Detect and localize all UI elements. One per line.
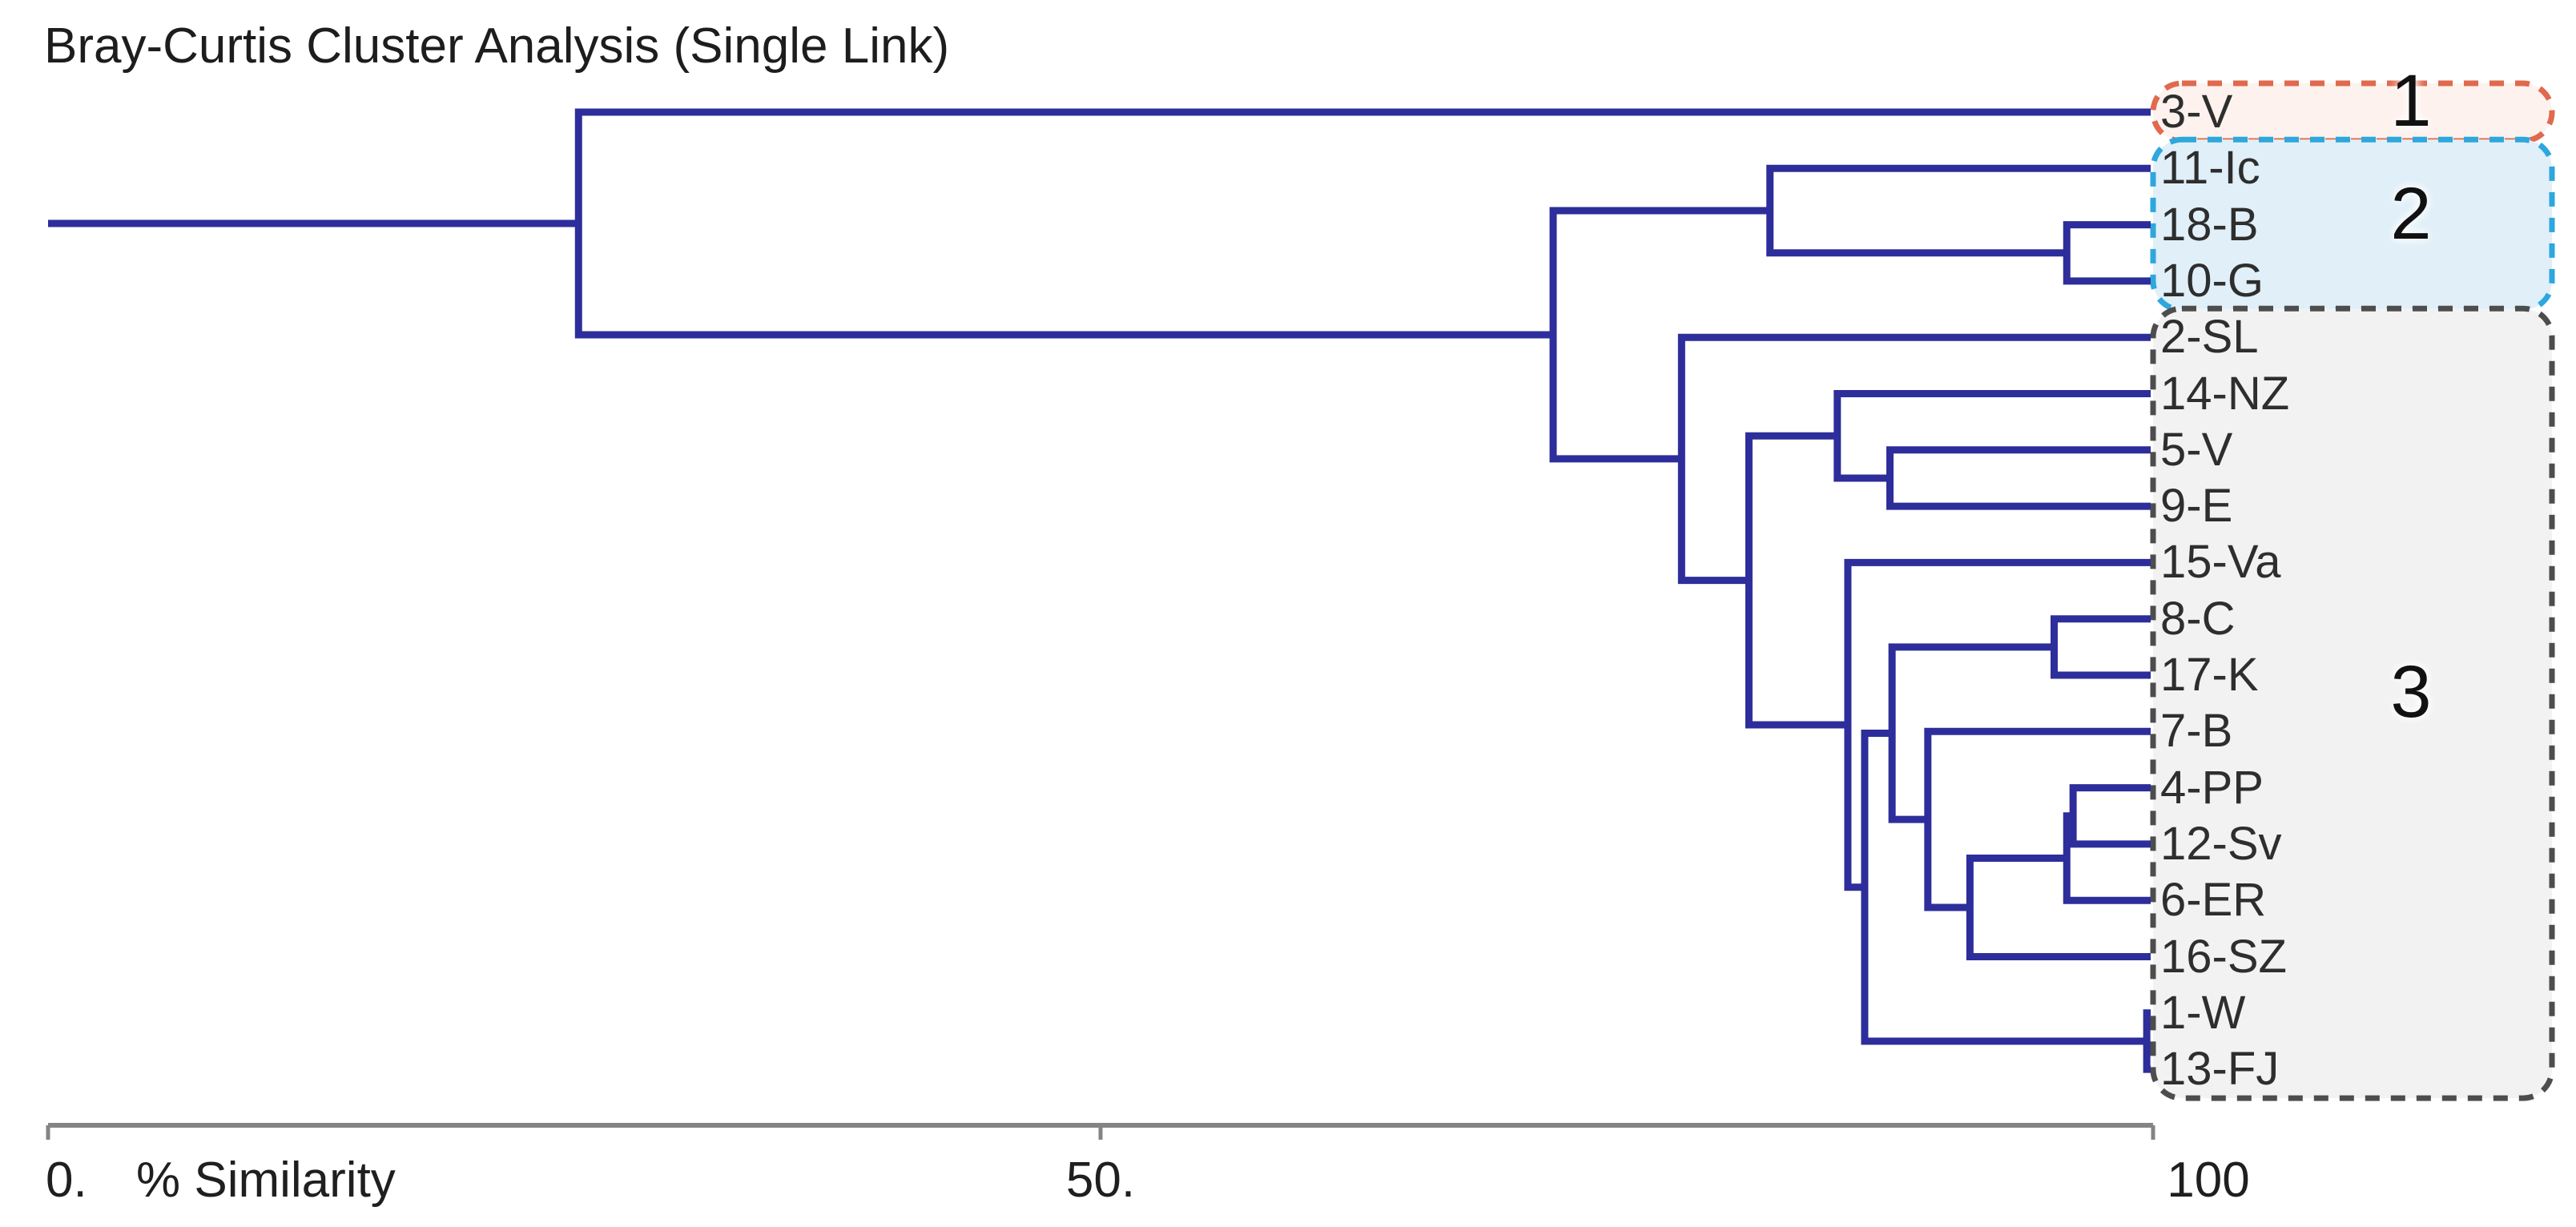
x-axis-tick-label: 100	[2167, 1153, 2250, 1208]
dendrogram-link	[2143, 1009, 2151, 1073]
dendrogram-link	[2063, 221, 2151, 285]
leaf-label: 18-B	[2160, 198, 2259, 251]
leaf-label: 15-Va	[2160, 536, 2281, 589]
cluster-box-2	[2150, 136, 2555, 313]
dendrogram-link	[1888, 643, 2055, 823]
leaf-label: 17-K	[2160, 649, 2259, 701]
dendrogram-link	[2050, 615, 2151, 679]
leaf-label: 5-V	[2160, 423, 2233, 476]
leaf-label: 14-NZ	[2160, 367, 2290, 420]
dendrogram-link	[1924, 727, 2151, 911]
dendrogram-link	[574, 108, 2151, 339]
leaf-label: 12-Sv	[2160, 817, 2282, 870]
x-axis-tick-label: 50.	[1065, 1153, 1136, 1208]
dendrogram-link	[1833, 390, 2151, 482]
leaf-label: 13-FJ	[2160, 1043, 2280, 1096]
dendrogram-link	[1677, 333, 2151, 585]
cluster-number: 3	[2390, 651, 2432, 734]
leaf-label: 7-B	[2160, 705, 2233, 758]
dendrogram-link	[1861, 729, 2147, 1045]
dendrogram-link	[1766, 164, 2151, 257]
dendrogram-link	[1745, 432, 1848, 729]
leaf-label: 3-V	[2160, 86, 2233, 138]
leaf-label: 8-C	[2160, 592, 2236, 645]
cluster-number: 1	[2390, 60, 2432, 142]
dendrogram-link	[1966, 854, 2151, 960]
leaf-label: 4-PP	[2160, 761, 2264, 814]
leaf-label: 1-W	[2160, 986, 2246, 1039]
leaf-label: 16-SZ	[2160, 930, 2287, 983]
x-axis-tick-label: 0.	[46, 1153, 87, 1208]
x-axis-title: % Similarity	[136, 1153, 396, 1208]
dendrogram-link	[2063, 812, 2151, 904]
chart-title: Bray-Curtis Cluster Analysis (Single Lin…	[44, 18, 950, 74]
cluster-number: 2	[2390, 172, 2432, 255]
leaf-label: 11-Ic	[2160, 142, 2260, 195]
leaf-label: 10-G	[2160, 254, 2264, 307]
leaf-label: 2-SL	[2160, 311, 2259, 364]
cluster-box-3	[2150, 305, 2555, 1101]
leaf-label: 6-ER	[2160, 874, 2267, 927]
dendrogram-link	[2069, 784, 2151, 848]
dendrogram-link	[1886, 446, 2151, 510]
leaf-label: 9-E	[2160, 480, 2233, 533]
